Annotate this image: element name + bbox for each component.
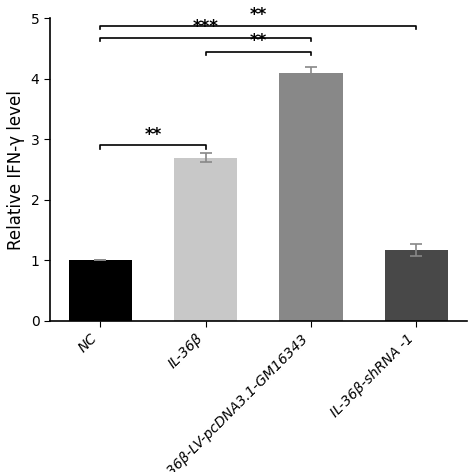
Bar bbox=[280, 73, 343, 321]
Text: **: ** bbox=[250, 6, 267, 24]
Bar bbox=[385, 250, 448, 321]
Bar bbox=[69, 261, 132, 321]
Text: **: ** bbox=[145, 126, 162, 143]
Y-axis label: Relative IFN-γ level: Relative IFN-γ level bbox=[7, 90, 25, 250]
Bar bbox=[174, 158, 237, 321]
Text: ***: *** bbox=[193, 18, 219, 36]
Text: **: ** bbox=[250, 32, 267, 50]
